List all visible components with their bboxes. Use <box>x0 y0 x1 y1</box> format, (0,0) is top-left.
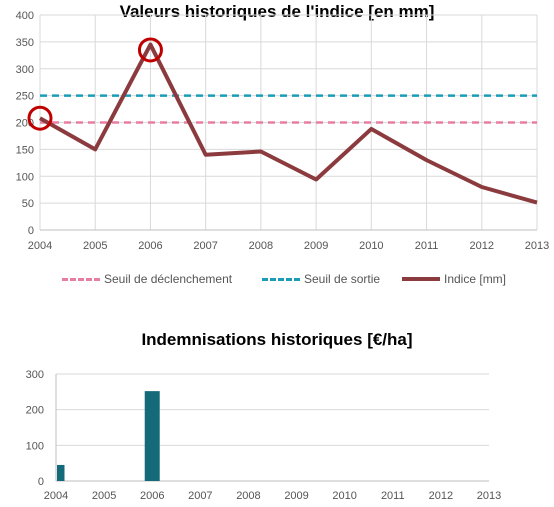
x-tick-label: 2006 <box>138 240 162 252</box>
x-tick-label: 2009 <box>304 240 328 252</box>
index-line <box>39 42 538 205</box>
y-tick-label: 350 <box>16 37 34 49</box>
legend-item-exit: Seuil de sortie <box>262 272 380 286</box>
bar-x-tick-label: 2013 <box>477 490 501 502</box>
bar-x-tick-label: 2012 <box>429 490 453 502</box>
x-tick-label: 2005 <box>83 240 107 252</box>
y-tick-label: 400 <box>16 10 34 22</box>
x-tick-label: 2012 <box>470 240 494 252</box>
y-tick-label: 300 <box>16 64 34 76</box>
x-tick-label: 2004 <box>28 240 52 252</box>
bar-y-tick-label: 100 <box>26 440 44 452</box>
legend-swatch-trigger <box>62 277 100 281</box>
legend-label-trigger: Seuil de déclenchement <box>104 272 233 286</box>
highlight-circle-2004 <box>27 105 53 131</box>
y-tick-label: 150 <box>16 144 34 156</box>
x-tick-label: 2008 <box>249 240 273 252</box>
bar-x-tick-label: 2007 <box>188 490 212 502</box>
chart1-title: Valeurs historiques de l'indice [en mm] <box>119 2 435 21</box>
legend-item-trigger: Seuil de déclenchement <box>62 272 232 286</box>
legend-item-index: Indice [mm] <box>402 272 506 286</box>
bar-x-tick-label: 2008 <box>236 490 260 502</box>
x-tick-label: 2011 <box>415 240 439 252</box>
chart1-legend: Seuil de déclenchement Seuil de sortie I… <box>0 272 554 290</box>
y-tick-label: 250 <box>16 91 34 103</box>
bar-x-tick-label: 2005 <box>92 490 116 502</box>
legend-label-exit: Seuil de sortie <box>304 272 381 286</box>
y-tick-label: 0 <box>28 225 34 237</box>
legend-swatch-exit <box>262 277 300 281</box>
bar-x-tick-label: 2006 <box>140 490 164 502</box>
y-tick-label: 100 <box>16 171 34 183</box>
x-tick-label: 2007 <box>193 240 217 252</box>
bar-y-tick-label: 200 <box>26 405 44 417</box>
bar-y-tick-label: 0 <box>38 476 44 488</box>
x-tick-label: 2013 <box>525 240 549 252</box>
bar-2004 <box>57 464 65 481</box>
bar-x-tick-label: 2009 <box>284 490 308 502</box>
bar-x-tick-label: 2011 <box>381 490 405 502</box>
bar-x-tick-label: 2010 <box>332 490 356 502</box>
chart2-title: Indemnisations historiques [€/ha] <box>141 330 413 349</box>
y-tick-label: 50 <box>22 198 34 210</box>
highlight-circle-2006 <box>137 37 163 63</box>
bar-y-tick-label: 300 <box>26 369 44 381</box>
x-tick-label: 2010 <box>359 240 383 252</box>
bar-x-tick-label: 2004 <box>44 490 68 502</box>
legend-label-index: Indice [mm] <box>444 272 507 286</box>
bar-2006 <box>144 391 160 481</box>
legend-swatch-index <box>402 277 440 281</box>
